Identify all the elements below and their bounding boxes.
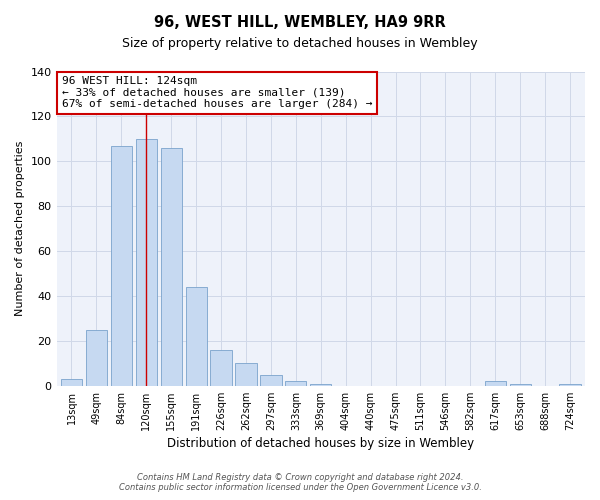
Bar xyxy=(211,350,232,386)
Text: Size of property relative to detached houses in Wembley: Size of property relative to detached ho… xyxy=(122,38,478,51)
X-axis label: Distribution of detached houses by size in Wembley: Distribution of detached houses by size … xyxy=(167,437,475,450)
Bar xyxy=(136,139,157,386)
Text: Contains HM Land Registry data © Crown copyright and database right 2024.
Contai: Contains HM Land Registry data © Crown c… xyxy=(119,473,481,492)
Text: 96 WEST HILL: 124sqm
← 33% of detached houses are smaller (139)
67% of semi-deta: 96 WEST HILL: 124sqm ← 33% of detached h… xyxy=(62,76,373,110)
Bar xyxy=(161,148,182,386)
Bar xyxy=(111,146,132,386)
Bar xyxy=(185,287,207,386)
Text: 96, WEST HILL, WEMBLEY, HA9 9RR: 96, WEST HILL, WEMBLEY, HA9 9RR xyxy=(154,15,446,30)
Bar xyxy=(310,384,331,386)
Bar xyxy=(61,379,82,386)
Bar xyxy=(559,384,581,386)
Y-axis label: Number of detached properties: Number of detached properties xyxy=(15,141,25,316)
Bar xyxy=(235,364,257,386)
Bar xyxy=(509,384,531,386)
Bar xyxy=(260,374,281,386)
Bar xyxy=(86,330,107,386)
Bar xyxy=(485,382,506,386)
Bar xyxy=(285,382,307,386)
